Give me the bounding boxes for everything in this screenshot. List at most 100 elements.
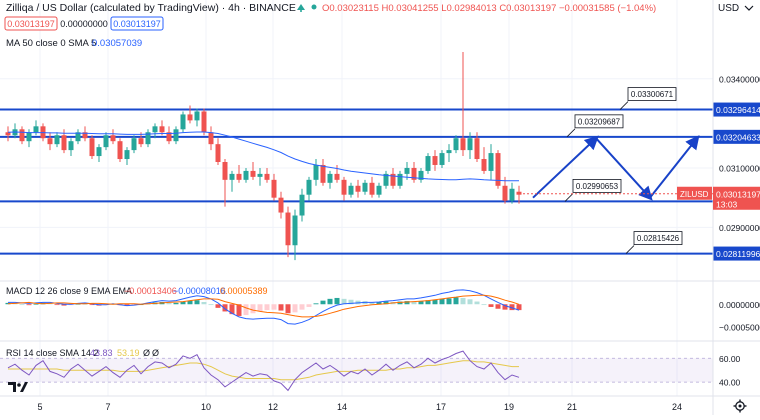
candle-body xyxy=(349,186,354,195)
macd-histogram-bar xyxy=(307,304,312,307)
ohlc-values: O0.03023115 H0.03041255 L0.02984013 C0.0… xyxy=(322,3,656,14)
macd-histogram-bar xyxy=(202,302,207,304)
macd-histogram-bar xyxy=(286,304,291,313)
candle-body xyxy=(293,216,298,246)
candle-body xyxy=(90,138,95,156)
candle-body xyxy=(314,165,319,180)
candle-body xyxy=(153,126,158,132)
candle-body xyxy=(251,171,256,177)
candle-body xyxy=(230,174,235,180)
candle-body xyxy=(174,129,179,141)
level-price-label: 0.03296414 xyxy=(716,105,760,115)
candle-body xyxy=(356,186,361,192)
candle-body xyxy=(195,111,200,120)
callout-label: 0.03209687 xyxy=(578,117,621,126)
macd-histogram-bar xyxy=(265,304,270,310)
macd-histogram-bar xyxy=(195,300,200,304)
macd-histogram-bar xyxy=(496,304,501,309)
market-status-dot xyxy=(312,5,317,10)
candle-body xyxy=(398,174,403,186)
candle-body xyxy=(510,189,515,201)
symbol-tag-label: ZILUSD xyxy=(680,190,709,199)
macd-histogram-bar xyxy=(27,304,32,305)
macd-histogram-bar xyxy=(321,301,326,305)
symbol-title[interactable]: Zilliqa / US Dollar (calculated by Tradi… xyxy=(6,2,296,14)
macd-tick-label: −0.00050000 xyxy=(719,322,760,332)
macd-histogram-bar xyxy=(272,304,277,309)
macd-histogram-bar xyxy=(209,304,214,305)
candle-body xyxy=(454,138,459,150)
macd-legend-value: −0.00008016 xyxy=(173,286,226,296)
macd-histogram-bar xyxy=(300,304,305,309)
macd-histogram-bar xyxy=(174,303,179,304)
macd-histogram-bar xyxy=(293,304,298,312)
rsi-tick-label: 60.00 xyxy=(719,354,741,364)
candle-body xyxy=(160,126,165,132)
candle-body xyxy=(447,150,452,153)
macd-legend-value: 0.00005389 xyxy=(220,286,268,296)
rsi-legend-value: 43.83 xyxy=(90,348,113,358)
macd-histogram-bar xyxy=(440,299,445,304)
candle-body xyxy=(258,174,263,177)
callout-label: 0.02990653 xyxy=(576,182,619,191)
macd-histogram-bar xyxy=(489,304,494,307)
date-tick-label: 12 xyxy=(268,402,278,412)
sell-price-text: 0.03013197 xyxy=(7,19,55,29)
rsi-legend-value: 53.19 xyxy=(117,348,140,358)
date-tick-label: 10 xyxy=(201,402,211,412)
candle-body xyxy=(181,114,186,129)
callout-label: 0.03300671 xyxy=(631,90,674,99)
candle-body xyxy=(342,180,347,195)
candle-body xyxy=(125,150,130,159)
candle-body xyxy=(286,213,291,246)
macd-histogram-bar xyxy=(258,304,263,311)
candle-body xyxy=(34,126,39,132)
macd-histogram-bar xyxy=(20,304,25,305)
date-tick-label: 17 xyxy=(436,402,446,412)
candle-body xyxy=(503,186,508,201)
candle-body xyxy=(188,114,193,120)
rsi-tick-label: 40.00 xyxy=(719,378,741,388)
candle-body xyxy=(272,180,277,198)
candle-body xyxy=(468,138,473,150)
macd-tick-label: 0.00000000 xyxy=(719,300,760,310)
date-tick-label: 19 xyxy=(504,402,514,412)
candle-body xyxy=(132,138,137,150)
candle-body xyxy=(307,180,312,195)
spread-text: 0.00000000 xyxy=(60,19,108,29)
rsi-legend-label: RSI 14 close SMA 14 2 xyxy=(6,348,99,358)
candle-body xyxy=(475,138,480,159)
bar-countdown: 13:03 xyxy=(716,199,738,209)
macd-histogram-bar xyxy=(468,299,473,304)
date-tick-label: 5 xyxy=(37,402,42,412)
candle-body xyxy=(69,141,74,150)
macd-histogram-bar xyxy=(328,299,333,304)
candle-body xyxy=(426,156,431,171)
candle-body xyxy=(328,174,333,183)
ma-legend-label[interactable]: MA 50 close 0 SMA 5 xyxy=(6,38,96,49)
level-price-label: 0.02811996 xyxy=(716,249,760,259)
candle-body xyxy=(265,174,270,180)
candle-body xyxy=(216,144,221,162)
candle-body xyxy=(440,153,445,165)
candle-body xyxy=(279,198,284,213)
ma-legend-value: 0.03057039 xyxy=(92,38,142,49)
macd-histogram-bar xyxy=(279,304,284,310)
candle-body xyxy=(62,135,67,150)
currency-label[interactable]: USD xyxy=(718,3,739,14)
callout-label: 0.02815426 xyxy=(637,234,680,243)
price-tick-label: 0.02900000 xyxy=(719,223,760,233)
macd-histogram-bar xyxy=(314,303,319,304)
candle-body xyxy=(335,174,340,180)
candle-body xyxy=(517,192,522,195)
candle-body xyxy=(104,135,109,147)
candle-body xyxy=(118,141,123,159)
macd-legend-label: MACD 12 26 close 9 EMA EMA xyxy=(6,286,132,296)
candle-body xyxy=(237,174,242,180)
date-tick-label: 7 xyxy=(105,402,110,412)
candle-body xyxy=(461,138,466,150)
candle-body xyxy=(244,171,249,180)
